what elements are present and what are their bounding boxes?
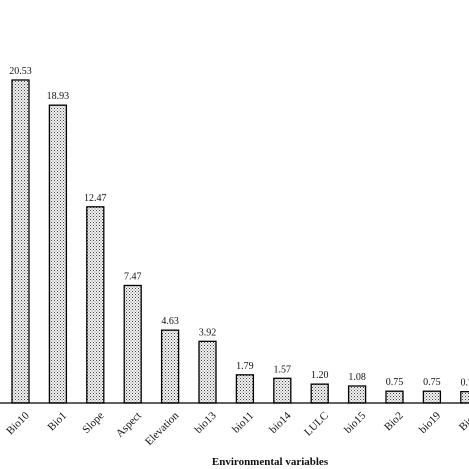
x-tick-label-aspect: Aspect [114,410,144,440]
x-axis-title: Environmental variables [212,456,329,468]
bar-bio10 [11,79,30,404]
bar-bio13 [198,340,217,404]
bar-bio15 [347,385,367,404]
value-label-bio3: 0.72 [461,378,469,389]
bar-aspect [123,284,142,404]
bar-bio1 [48,104,68,404]
value-label-bio10: 20.53 [9,66,32,77]
value-label-bio14: 1.57 [274,364,292,375]
x-tick-label-elevation: Elevation [143,409,182,448]
x-tick-label-bio11: bio11 [230,410,256,436]
value-label-slope: 12.47 [84,193,107,204]
bar-bio11 [235,374,255,404]
value-labels-group: 20.53 18.93 12.47 7.47 4.63 3.92 1.79 1.57 1.20 1… [9,66,469,389]
x-tick-label-bio13: bio13 [193,409,220,436]
bar-bio14 [273,377,292,404]
bar-bio3 [460,391,469,404]
bar-elevation [160,329,180,404]
x-tick-label-bio10: Bio10 [4,409,32,437]
bar-bio2 [385,390,404,404]
value-label-bio13: 3.92 [199,327,217,338]
x-tick-label-lulc: LULC [302,410,331,439]
x-tick-label-bio2: Bio2 [382,410,406,434]
x-tick-label-bio19: bio19 [417,409,444,436]
bar-bio19 [422,390,442,404]
value-label-lulc: 1.20 [311,370,329,381]
value-label-bio11: 1.79 [236,361,254,372]
value-label-aspect: 7.47 [124,271,142,282]
value-label-bio1: 18.93 [47,91,70,102]
x-tick-label-bio14: bio14 [267,409,294,436]
value-label-bio2: 0.75 [386,377,404,388]
value-label-bio19: 0.75 [423,377,441,388]
value-label-bio15: 1.08 [348,372,366,383]
x-tick-labels-group: Bio10 Bio1 Slope Aspect Elevation bio13 bio11 b… [4,409,469,448]
x-tick-label-bio3: Bio3 [457,409,469,433]
bar-lulc [310,383,329,404]
x-tick-label-slope: Slope [80,410,106,436]
value-label-elevation: 4.63 [161,316,179,327]
bars-group [11,79,469,404]
x-tick-label-bio1: Bio1 [45,410,69,434]
bar-slope [86,206,105,404]
x-tick-label-bio15: bio15 [342,409,369,436]
